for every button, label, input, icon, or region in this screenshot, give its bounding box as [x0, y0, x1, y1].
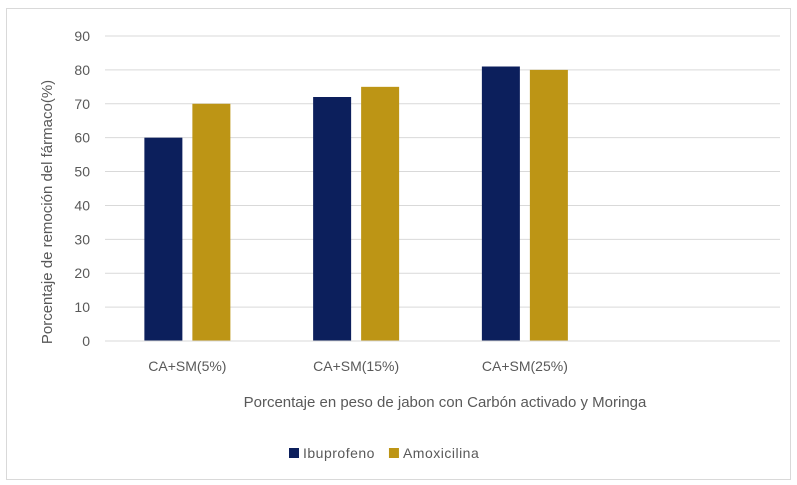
- y-tick-label: 90: [74, 28, 90, 44]
- y-tick-label: 20: [74, 265, 90, 281]
- chart-frame: [6, 8, 791, 480]
- x-tick-label: CA+SM(5%): [148, 358, 226, 374]
- bars: [144, 66, 568, 342]
- y-tick-label: 40: [74, 197, 90, 213]
- y-tick-label: 30: [74, 231, 90, 247]
- legend-swatch-amoxicilina: [388, 448, 399, 458]
- bar-amoxicilina-3: [529, 69, 568, 341]
- legend-swatch-ibuprofeno: [289, 448, 299, 458]
- bar-amoxicilina-2: [361, 86, 400, 341]
- y-tick-label: 50: [74, 164, 90, 180]
- legend-label-ibuprofeno: Ibuprofeno: [303, 445, 375, 461]
- bar-ibuprofeno-2: [313, 97, 352, 341]
- y-tick-labels: 0 10 20 30 40 50 60 70 80 90: [74, 28, 90, 349]
- x-tick-label: CA+SM(15%): [313, 358, 399, 374]
- bar-amoxicilina-1: [192, 103, 231, 342]
- legend: Ibuprofeno Amoxicilina: [289, 445, 479, 461]
- legend-label-amoxicilina: Amoxicilina: [403, 445, 479, 461]
- y-axis-label: Porcentaje de remoción del fármaco(%): [39, 80, 56, 344]
- y-tick-label: 0: [82, 333, 90, 349]
- bar-ibuprofeno-1: [144, 137, 183, 341]
- y-tick-label: 10: [74, 299, 90, 315]
- bar-ibuprofeno-3: [481, 66, 520, 341]
- x-axis-label: Porcentaje en peso de jabon con Carbón a…: [244, 394, 647, 411]
- y-tick-label: 60: [74, 130, 90, 146]
- x-tick-label: CA+SM(25%): [482, 358, 568, 374]
- y-tick-label: 80: [74, 62, 90, 78]
- x-tick-labels: CA+SM(5%) CA+SM(15%) CA+SM(25%): [148, 358, 568, 374]
- y-tick-label: 70: [74, 96, 90, 112]
